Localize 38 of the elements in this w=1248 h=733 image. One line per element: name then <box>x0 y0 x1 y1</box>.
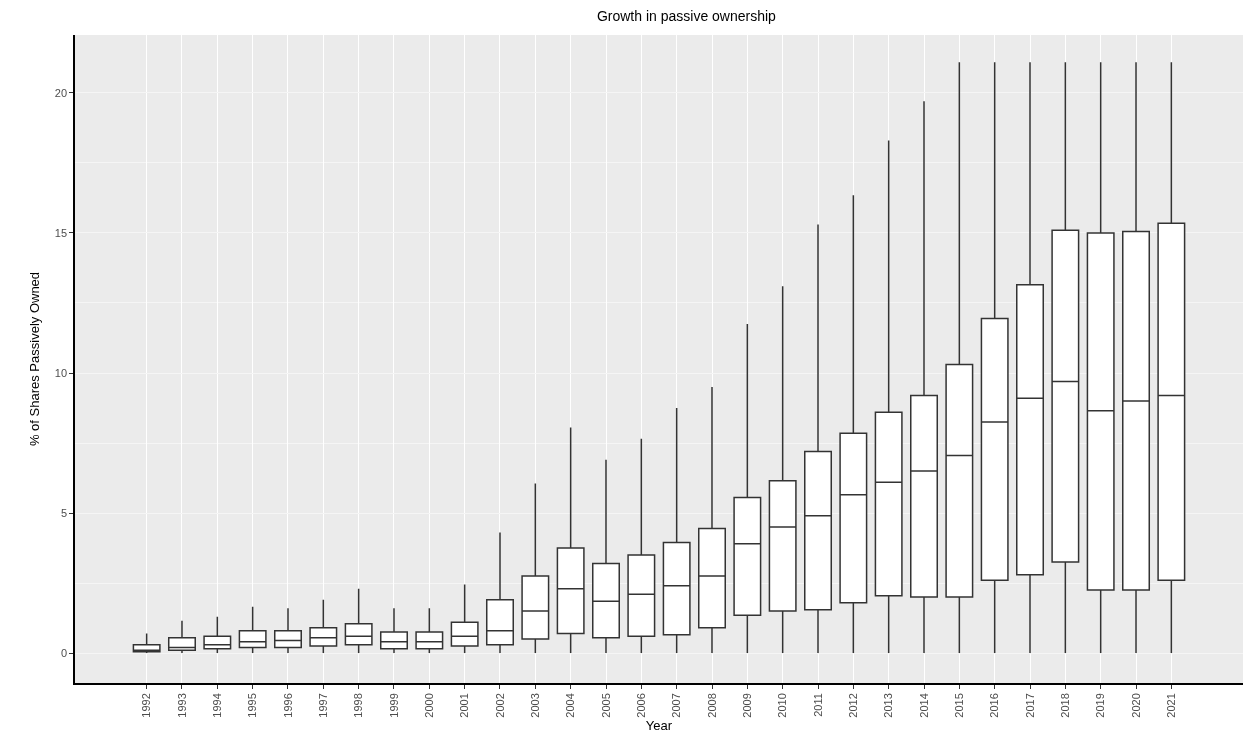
x-tick-label: 2009 <box>740 693 753 718</box>
x-tick-label: 2010 <box>776 693 789 718</box>
x-tick-label: 2017 <box>1023 693 1036 718</box>
y-tick-label: 20 <box>54 86 68 99</box>
x-tick-label: 2000 <box>422 693 435 718</box>
x-tick-label: 2016 <box>988 693 1001 718</box>
x-tick-label: 2018 <box>1058 693 1071 718</box>
x-tick-label: 2005 <box>599 693 612 718</box>
x-tick-label: 1999 <box>387 693 400 718</box>
x-tick-label: 2012 <box>846 693 859 718</box>
y-tick-label: 5 <box>60 506 68 519</box>
chart-title: Growth in passive ownership <box>596 7 777 24</box>
x-tick-label: 2019 <box>1094 693 1107 718</box>
x-tick-label: 2007 <box>670 693 683 718</box>
x-tick-label: 2014 <box>917 693 930 718</box>
x-tick-label: 2013 <box>882 693 895 718</box>
y-tick-label: 0 <box>60 646 68 659</box>
y-axis-title: % of Shares Passively Owned <box>26 271 42 447</box>
x-tick-label: 2011 <box>811 693 824 717</box>
x-tick-label: 1996 <box>281 693 294 718</box>
y-tick-label: 10 <box>54 366 68 379</box>
x-tick-label: 1994 <box>210 693 223 718</box>
x-tick-label: 2002 <box>493 693 506 718</box>
x-tick-label: 2001 <box>458 693 471 718</box>
x-tick-label: 1995 <box>246 693 259 718</box>
x-tick-label: 2003 <box>528 693 541 718</box>
x-tick-label: 2008 <box>705 693 718 718</box>
x-axis-title: Year <box>645 717 673 733</box>
x-tick-label: 2015 <box>952 693 965 718</box>
x-tick-label: 1997 <box>316 693 329 718</box>
y-tick-label: 15 <box>54 226 68 239</box>
x-tick-label: 2021 <box>1164 693 1177 718</box>
x-tick-label: 1993 <box>175 693 188 718</box>
x-tick-label: 1998 <box>352 693 365 718</box>
x-tick-label: 2004 <box>564 693 577 718</box>
x-tick-label: 2006 <box>634 693 647 718</box>
x-tick-label: 2020 <box>1129 693 1142 718</box>
x-tick-label: 1992 <box>140 693 153 718</box>
